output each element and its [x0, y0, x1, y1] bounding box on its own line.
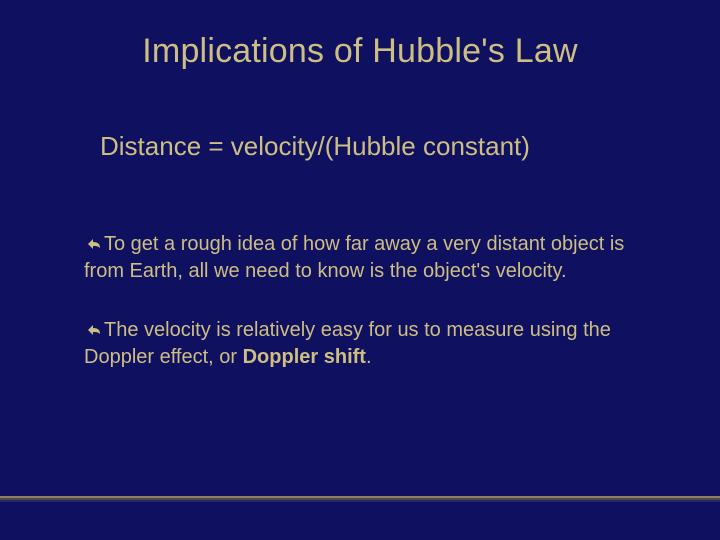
bullet-item: To get a rough idea of how far away a ve…: [84, 232, 650, 284]
bullet-item: The velocity is relatively easy for us t…: [84, 318, 650, 370]
equation-text: Distance = velocity/(Hubble constant): [100, 131, 660, 162]
bullet-text: To get a rough idea of how far away a ve…: [84, 233, 624, 282]
bullet-arrow-icon: [84, 320, 102, 345]
slide: Implications of Hubble's Law Distance = …: [0, 0, 720, 540]
footer-divider: [0, 496, 720, 502]
bullet-arrow-icon: [84, 234, 102, 259]
slide-title: Implications of Hubble's Law: [60, 32, 660, 71]
bullet-text: The velocity is relatively easy for us t…: [84, 319, 611, 368]
